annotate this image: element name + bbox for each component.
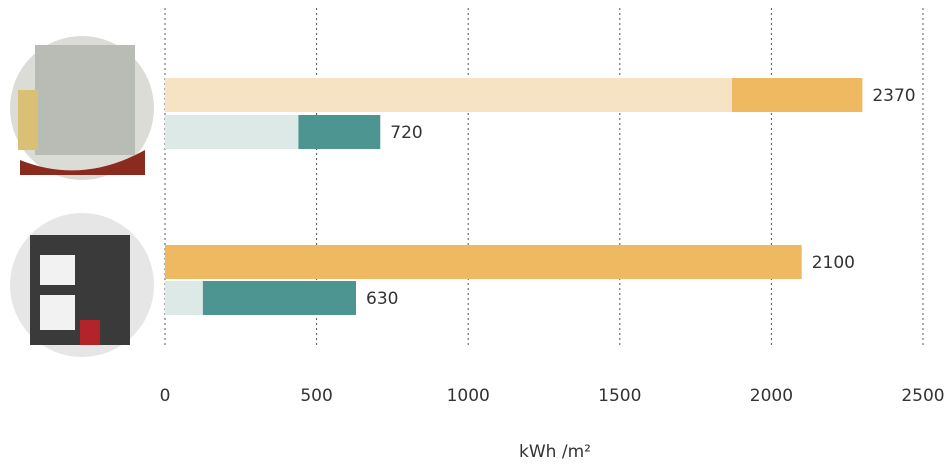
building-photo-1 bbox=[10, 36, 154, 180]
bar-segment bbox=[165, 78, 732, 112]
x-tick-label: 1000 bbox=[447, 386, 490, 406]
x-tick-label: 2000 bbox=[750, 386, 793, 406]
x-tick-label: 2500 bbox=[901, 386, 944, 406]
bar-segment bbox=[731, 78, 863, 112]
bar-segment bbox=[165, 115, 299, 149]
bar-segment bbox=[202, 281, 357, 315]
bar-segment bbox=[298, 115, 381, 149]
value-label: 2100 bbox=[812, 253, 855, 273]
x-axis-label: kWh /m² bbox=[519, 442, 591, 462]
bar-segment bbox=[165, 245, 802, 279]
value-label: 2370 bbox=[872, 86, 915, 106]
x-tick-label: 1500 bbox=[598, 386, 641, 406]
bar-segment bbox=[165, 281, 203, 315]
x-tick-label: 0 bbox=[160, 386, 171, 406]
building-photo-2 bbox=[10, 213, 154, 357]
x-tick-label: 500 bbox=[300, 386, 332, 406]
value-label: 630 bbox=[366, 289, 398, 309]
value-label: 720 bbox=[390, 123, 422, 143]
